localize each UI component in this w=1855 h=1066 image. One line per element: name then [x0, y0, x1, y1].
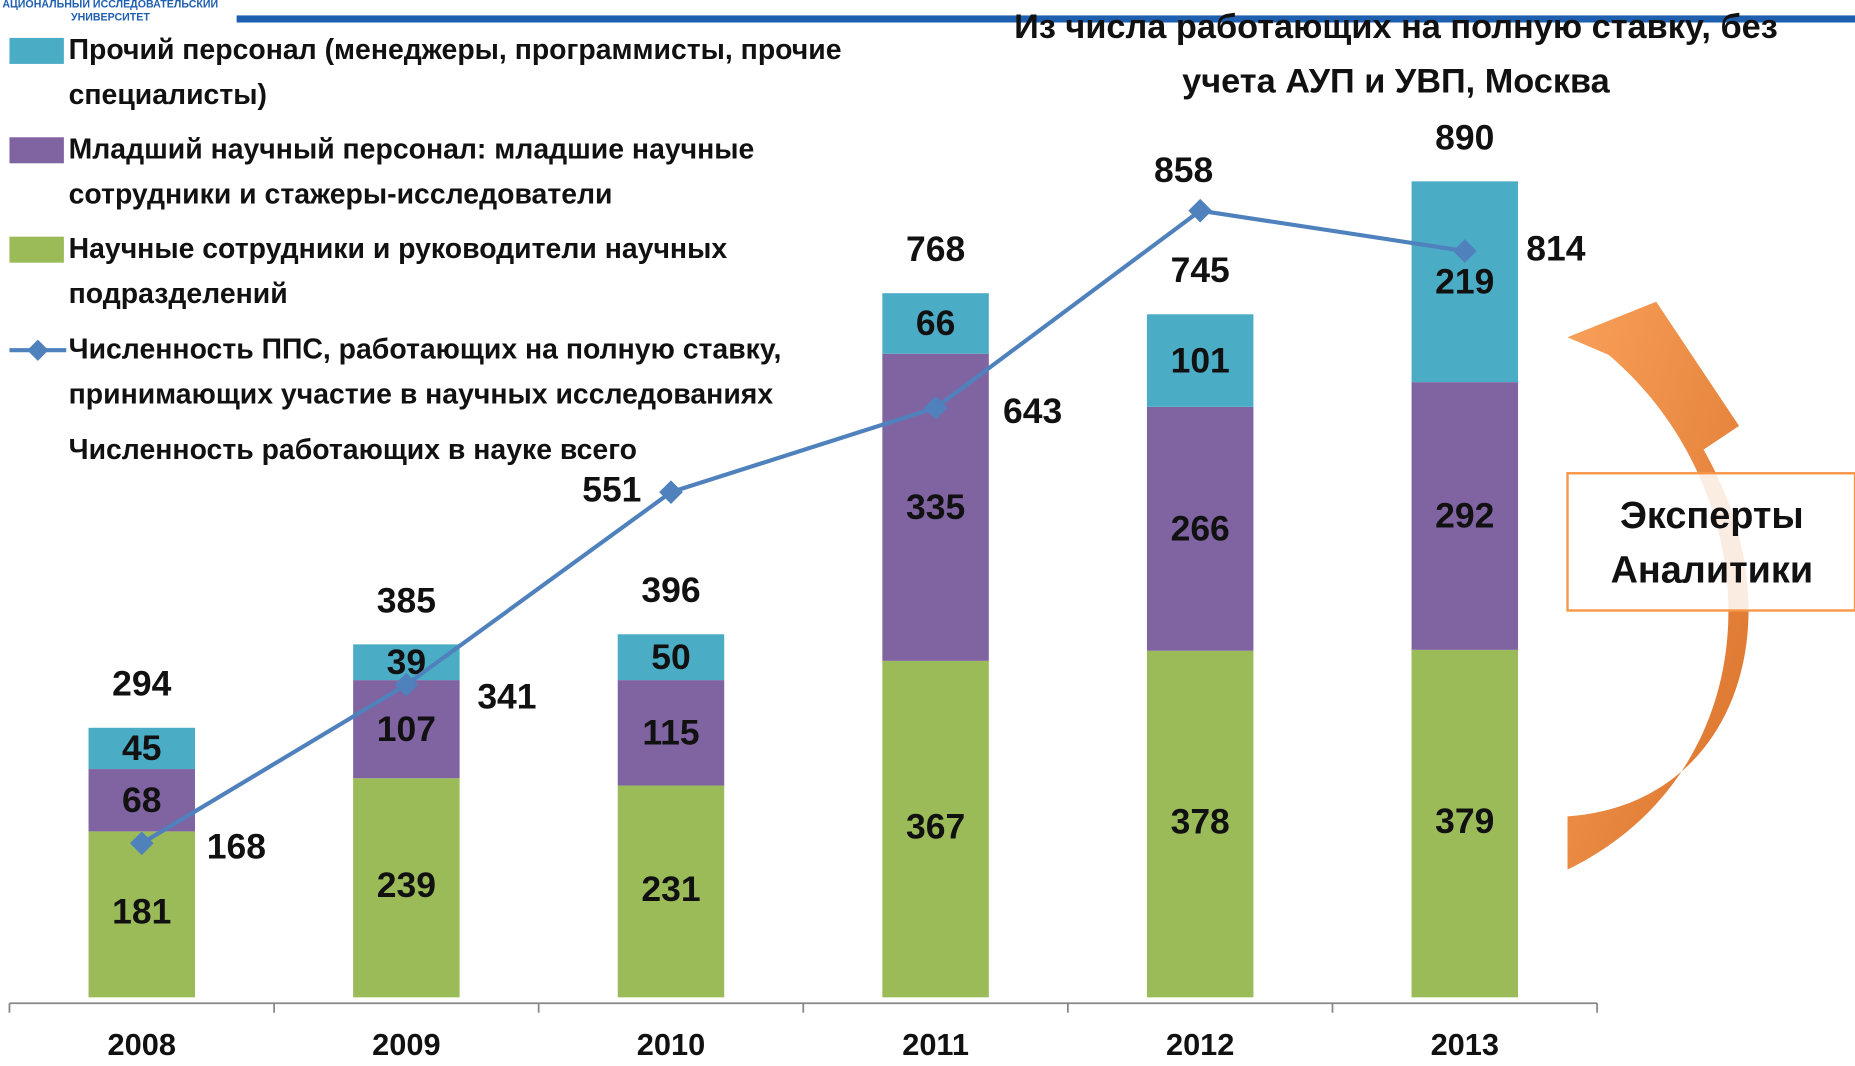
- x-tick-label: 2008: [108, 1027, 176, 1062]
- legend-entry: Численность ППС, работающих на полную ст…: [68, 333, 782, 411]
- bar-segment: [88, 831, 196, 998]
- x-tick-label: 2010: [637, 1027, 705, 1062]
- data-label: 643: [1003, 391, 1062, 431]
- line-marker: [1188, 198, 1213, 223]
- title-box: Из числа работающих на полную ставку, бе…: [1014, 8, 1778, 101]
- data-label: 341: [477, 676, 536, 716]
- legend-label: Прочий персонал (менеджеры, программисты…: [68, 34, 842, 112]
- x-tick-label: 2009: [372, 1027, 440, 1062]
- data-label: 107: [377, 709, 436, 749]
- legend-entry: Численность работающих в науке всего: [68, 434, 638, 467]
- total-label: 890: [1435, 117, 1494, 157]
- data-label: 551: [582, 470, 641, 510]
- bar-segment: [353, 778, 460, 998]
- x-tick-label: 2011: [902, 1027, 969, 1062]
- x-tick-label: 2013: [1431, 1027, 1499, 1062]
- data-label: 45: [122, 728, 161, 768]
- x-tick-label: 2012: [1166, 1027, 1234, 1062]
- annotation: Аналитики: [1611, 550, 1814, 592]
- data-label: 335: [906, 487, 965, 527]
- bar-segment: [88, 727, 196, 770]
- bar-segment: [882, 660, 989, 998]
- chart-title: Из числа работающих на полную ставку, бе…: [1014, 8, 1778, 101]
- line-marker: [923, 395, 948, 420]
- bar-segment: [1411, 382, 1519, 650]
- data-label: 239: [377, 865, 436, 905]
- data-label: 367: [906, 806, 965, 846]
- bar-segment: [1411, 649, 1519, 998]
- data-label: 115: [642, 713, 699, 753]
- data-label: 266: [1171, 509, 1230, 549]
- bar-segment: [617, 785, 725, 998]
- header-bar: [236, 15, 1855, 23]
- line-marker: [394, 672, 419, 697]
- total-label: 768: [906, 229, 965, 269]
- legend-label: Численность ППС, работающих на полную ст…: [68, 333, 782, 411]
- data-label: 231: [641, 869, 700, 909]
- bar-segment: [1146, 314, 1254, 407]
- line: [140, 208, 1466, 846]
- bar-segment: [1146, 406, 1254, 651]
- legend-entry: Научные сотрудники и руководители научны…: [68, 233, 728, 310]
- bar-segment: [1411, 181, 1519, 383]
- total-label: 385: [377, 580, 436, 620]
- data-label: 168: [207, 827, 266, 867]
- legend-label: Научные сотрудники и руководители научны…: [68, 233, 728, 310]
- logo-text: УНИВЕРСИТЕТ: [71, 12, 150, 24]
- line-marker: [659, 480, 683, 504]
- data-label: 101: [1171, 340, 1230, 380]
- total-label: 294: [112, 664, 171, 704]
- data-label: 66: [916, 303, 955, 343]
- bar-segment: [617, 634, 725, 681]
- legend-marker: [27, 339, 49, 361]
- data-label: 814: [1526, 228, 1585, 268]
- legend-entry: Младший научный персонал: младшие научны…: [68, 133, 755, 211]
- legend-entry: Прочий персонал (менеджеры, программисты…: [68, 34, 842, 112]
- data-label: 379: [1435, 801, 1494, 841]
- bar-segment: [1146, 650, 1254, 998]
- arrow: [1567, 301, 1749, 870]
- total-label: 745: [1171, 250, 1230, 290]
- bar-segment: [882, 293, 989, 354]
- data-label: 181: [112, 892, 171, 932]
- annotation-box: [1566, 472, 1855, 612]
- data-label: 858: [1154, 150, 1213, 190]
- line-marker: [129, 831, 154, 856]
- legend-swatch: [9, 37, 64, 64]
- data-label: 378: [1171, 801, 1230, 841]
- total-label: 396: [641, 570, 700, 610]
- data-label: 68: [122, 780, 161, 820]
- data-label: 292: [1435, 496, 1494, 536]
- annotation: Эксперты: [1620, 495, 1804, 537]
- bar-segment: [617, 680, 725, 786]
- line-marker: [1452, 239, 1477, 263]
- legend-swatch: [9, 236, 64, 263]
- data-label: 219: [1435, 261, 1494, 301]
- legend-swatch: [9, 137, 64, 164]
- legend-label: Младший научный персонал: младшие научны…: [68, 133, 755, 211]
- logo-text: АЦИОНАЛЬНЫЙ ИССЛЕДОВАТЕЛЬСКИЙ: [2, 0, 218, 11]
- data-label: 50: [651, 637, 690, 677]
- legend-label: Численность работающих в науке всего: [68, 434, 638, 467]
